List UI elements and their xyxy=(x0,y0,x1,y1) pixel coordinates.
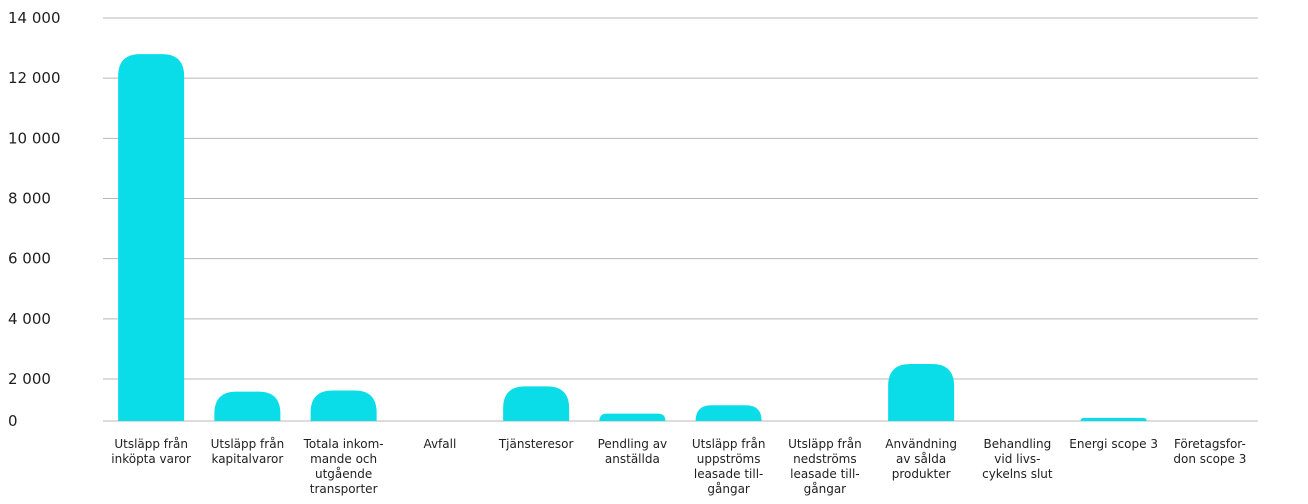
x-tick-label: Utsläpp från inköpta varor xyxy=(111,437,191,466)
bar xyxy=(888,363,955,421)
y-tick-label: 0 xyxy=(8,412,18,430)
y-tick-label: 8 000 xyxy=(8,190,51,208)
x-tick-label: Totala inkom- mande och utgående transpo… xyxy=(303,437,384,496)
bar xyxy=(310,390,377,421)
y-tick-label: 12 000 xyxy=(8,69,61,87)
x-tick-label: Utsläpp från uppströms leasade till- gån… xyxy=(691,437,766,496)
bar xyxy=(118,54,185,421)
y-tick-label: 6 000 xyxy=(8,250,51,268)
x-tick-label: Tjänsteresor xyxy=(498,437,574,451)
bar xyxy=(503,386,570,421)
x-tick-label: Användning av sålda produkter xyxy=(885,437,957,481)
bar xyxy=(214,391,281,421)
bar xyxy=(599,413,666,421)
x-tick-label: Energi scope 3 xyxy=(1069,437,1158,451)
x-tick-label: Behandling vid livs- cykelns slut xyxy=(982,437,1053,481)
bar xyxy=(695,405,762,421)
x-tick-label: Företagsfor- don scope 3 xyxy=(1173,437,1247,466)
y-tick-label: 10 000 xyxy=(8,129,61,147)
y-tick-label: 2 000 xyxy=(8,370,51,388)
x-tick-label: Utsläpp från kapitalvaror xyxy=(210,437,285,466)
y-tick-label: 14 000 xyxy=(8,9,61,27)
bar xyxy=(1080,417,1147,421)
y-tick-label: 4 000 xyxy=(8,310,51,328)
x-tick-label: Utsläpp från nedströms leasade till- gån… xyxy=(788,437,862,496)
x-tick-label: Pendling av anställda xyxy=(597,437,668,466)
x-tick-label: Avfall xyxy=(423,437,457,451)
